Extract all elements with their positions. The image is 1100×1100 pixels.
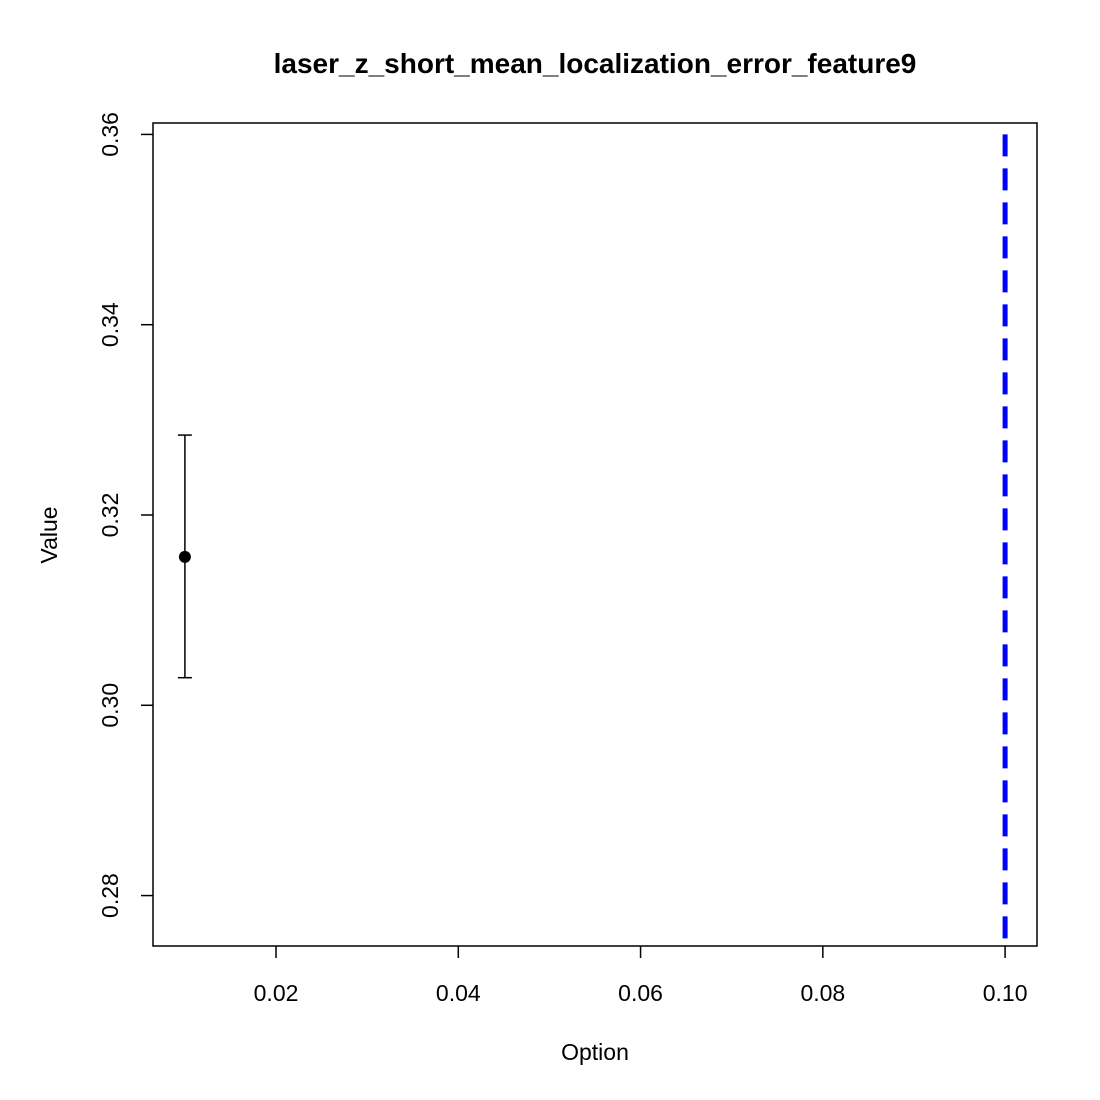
x-axis: 0.02 0.04 0.06 0.08 0.10 (254, 946, 1028, 1006)
data-points (177, 434, 192, 679)
y-axis-label: Value (36, 506, 62, 563)
y-tick-label: 0.34 (97, 302, 123, 347)
plot-frame (152, 122, 1038, 947)
x-axis-label: Option (561, 1039, 629, 1065)
chart-title: laser_z_short_mean_localization_error_fe… (274, 48, 917, 79)
y-axis: 0.28 0.30 0.32 0.34 0.36 (97, 112, 153, 918)
y-tick-label: 0.30 (97, 683, 123, 728)
x-tick-label: 0.02 (254, 980, 299, 1006)
x-tick-label: 0.08 (800, 980, 845, 1006)
data-point (178, 550, 191, 563)
x-tick-label: 0.04 (436, 980, 481, 1006)
y-tick-label: 0.32 (97, 493, 123, 538)
x-tick-label: 0.06 (618, 980, 663, 1006)
y-tick-label: 0.36 (97, 112, 123, 157)
y-tick-label: 0.28 (97, 873, 123, 918)
x-tick-label: 0.10 (983, 980, 1028, 1006)
